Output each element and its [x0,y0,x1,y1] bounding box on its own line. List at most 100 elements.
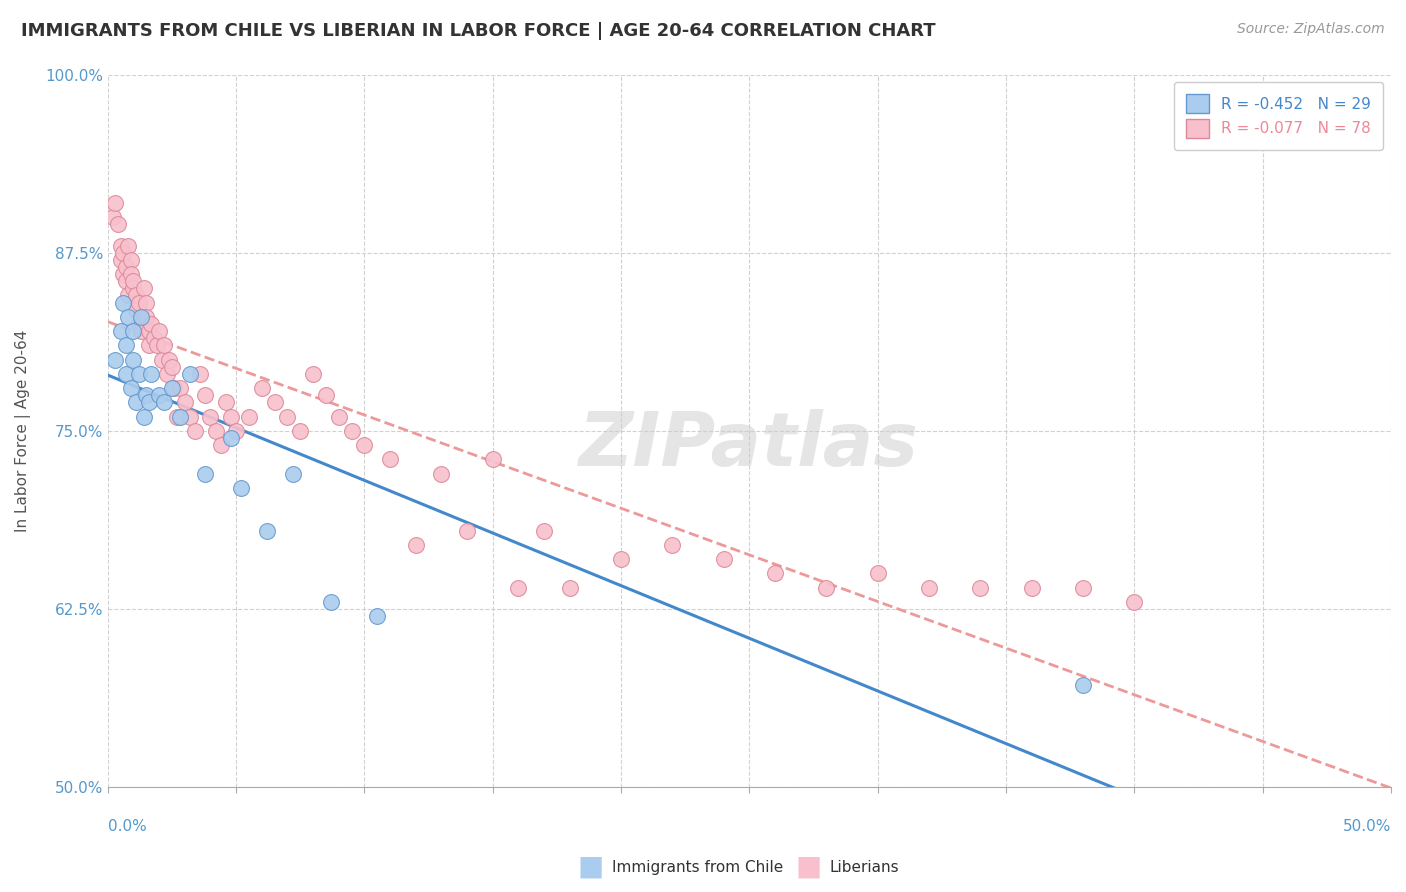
Point [122,274,145,288]
Point [114,338,136,352]
Point [194,388,217,402]
Point [610,552,633,566]
Text: 50.0%: 50.0% [1343,819,1391,833]
Point [353,438,375,452]
Point [128,295,150,310]
Point [328,409,350,424]
Point [204,424,226,438]
Point [110,252,132,267]
Point [153,338,176,352]
Point [1021,581,1043,595]
Point [114,260,136,274]
Point [263,395,285,409]
Point [533,524,555,538]
Point [148,388,170,402]
Point [141,317,163,331]
Point [250,381,273,395]
Point [117,288,139,302]
Point [114,274,136,288]
Point [153,395,176,409]
Point [215,395,238,409]
Y-axis label: In Labor Force | Age 20-64: In Labor Force | Age 20-64 [15,330,31,532]
Point [256,524,278,538]
Point [120,381,142,395]
Point [157,352,180,367]
Point [219,431,242,445]
Point [231,481,253,495]
Point [141,367,163,381]
Point [129,324,152,338]
Point [107,217,129,231]
Point [135,388,157,402]
Point [340,424,363,438]
Point [866,566,889,581]
Point [129,310,152,324]
Point [156,367,179,381]
Point [110,324,132,338]
Point [120,267,142,281]
Text: ZIPatlas: ZIPatlas [579,409,920,482]
Point [169,381,191,395]
Text: ■: ■ [578,853,603,881]
Point [302,367,325,381]
Point [456,524,478,538]
Point [319,595,342,609]
Point [129,310,152,324]
Point [969,581,991,595]
Point [763,566,786,581]
Point [135,310,157,324]
Point [166,409,188,424]
Point [104,352,127,367]
Point [122,352,145,367]
Point [1123,595,1146,609]
Point [122,324,145,338]
Point [128,367,150,381]
Point [104,195,127,210]
Text: ■: ■ [796,853,821,881]
Point [290,424,312,438]
Point [163,381,186,395]
Point [142,331,165,345]
Point [200,409,222,424]
Point [112,295,135,310]
Point [405,538,427,552]
Point [112,267,135,281]
Text: Immigrants from Chile: Immigrants from Chile [612,860,783,874]
Point [125,302,148,317]
Point [173,395,195,409]
Point [145,338,167,352]
Point [1071,677,1094,691]
Point [132,281,155,295]
Point [1071,581,1094,595]
Point [160,381,183,395]
Point [194,467,217,481]
Point [128,317,150,331]
Point [276,409,298,424]
Point [179,367,201,381]
Point [125,395,148,409]
Point [430,467,453,481]
Point [378,452,401,467]
Point [225,424,247,438]
Point [148,324,170,338]
Point [114,367,136,381]
Text: Source: ZipAtlas.com: Source: ZipAtlas.com [1237,22,1385,37]
Point [150,352,173,367]
Point [315,388,337,402]
Point [481,452,503,467]
Point [138,324,160,338]
Point [918,581,941,595]
Point [138,338,160,352]
Point [366,609,388,624]
Point [132,409,155,424]
Legend: R = -0.452   N = 29, R = -0.077   N = 78: R = -0.452 N = 29, R = -0.077 N = 78 [1174,82,1384,150]
Point [179,409,201,424]
Point [135,295,157,310]
Point [558,581,581,595]
Point [138,395,160,409]
Point [184,424,207,438]
Point [188,367,211,381]
Point [815,581,838,595]
Point [209,438,232,452]
Point [713,552,735,566]
